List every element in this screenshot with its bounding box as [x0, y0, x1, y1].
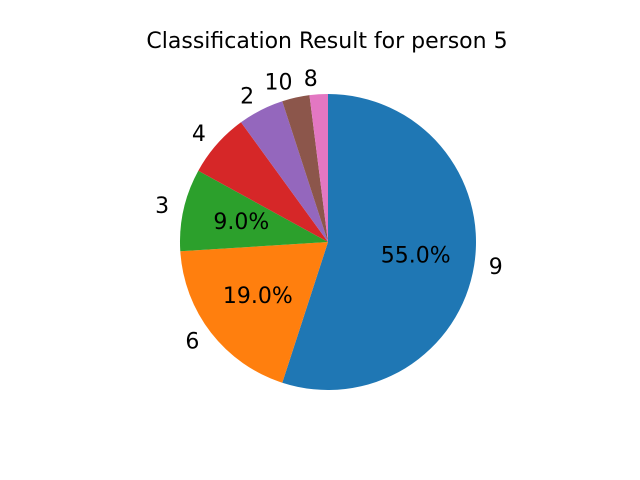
pie-slice-10	[282, 95, 328, 242]
pie-slice-6	[180, 242, 328, 383]
pie-slices	[179, 94, 476, 390]
slice-label-10: 10	[264, 71, 292, 96]
chart-title: Classification Result for person 5	[146, 29, 507, 54]
pie-slice-9	[282, 94, 476, 390]
pct-label-3: 9.0%	[213, 210, 269, 235]
slice-label-3: 3	[155, 194, 169, 219]
pie-slice-2	[241, 101, 328, 242]
pct-label-6: 19.0%	[223, 284, 293, 309]
slice-label-2: 2	[240, 84, 254, 109]
pie-labels: 9 55.0% 6 19.0% 3 9.0% 4 2 10 8	[155, 67, 503, 354]
pie-slice-4	[198, 122, 328, 242]
slice-label-9: 9	[489, 255, 503, 280]
slice-label-6: 6	[185, 329, 199, 354]
pie-slice-3	[179, 170, 328, 252]
slice-label-4: 4	[192, 122, 206, 147]
pie-slice-8	[309, 94, 328, 242]
slice-label-8: 8	[304, 67, 318, 92]
pct-label-9: 55.0%	[381, 243, 451, 268]
